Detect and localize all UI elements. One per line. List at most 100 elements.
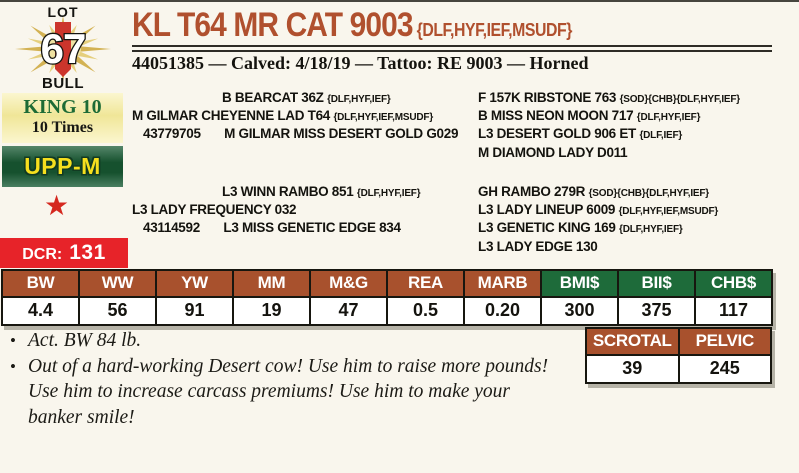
- epd-value: 47: [309, 296, 388, 326]
- animal-title: KL T64 MR CAT 9003 {DLF,HYF,IEF,MSUDF}: [132, 6, 572, 44]
- ancestor-tags: {DLF,HYF,IEF}: [327, 94, 391, 105]
- title-divider: [132, 45, 772, 52]
- sire-brand-subtitle: 10 Times: [31, 119, 94, 136]
- pedigree-dam-block: L3 WINN RAMBO 851 {DLF,HYF,IEF} L3 LADY …: [132, 184, 421, 237]
- sire-brand-badge: KING 10 10 Times: [2, 93, 123, 143]
- sire-brand-name: KING 10: [23, 96, 102, 118]
- pedigree-line: GH RAMBO 279R {SOD}{CHB}{DLF,HYF,IEF}: [478, 184, 718, 202]
- epd-col-header: BW: [1, 269, 80, 298]
- measurement-value: 39: [585, 354, 680, 384]
- epd-col-header: WW: [78, 269, 157, 298]
- note-item: • Out of a hard-working Desert cow! Use …: [6, 354, 566, 431]
- ancestor-name: M GILMAR MISS DESERT GOLD G029: [224, 126, 459, 142]
- sale-notes: • Act. BW 84 lb. • Out of a hard-working…: [6, 328, 566, 430]
- ancestor-tags: {DLF,IEF}: [639, 130, 683, 142]
- pedigree-line: 43114592 L3 MISS GENETIC EDGE 834: [132, 220, 420, 236]
- pedigree-line: L3 LADY LINEUP 6009 {DLF,HYF,IEF,MSUDF}: [478, 202, 718, 220]
- epd-col-header: BMI$: [540, 269, 619, 298]
- epd-col-header: MM: [232, 269, 311, 298]
- lot-badge: LOT 67 BULL: [8, 2, 118, 92]
- ancestor-name: L3 DESERT GOLD 906 ET: [478, 126, 636, 142]
- bullet-icon: •: [10, 331, 16, 350]
- ancestor-name: M DIAMOND LADY D011: [478, 144, 628, 160]
- epd-col-header: REA: [386, 269, 465, 298]
- pedigree-line: L3 LADY FREQUENCY 032: [132, 202, 420, 220]
- pedigree-line: M DIAMOND LADY D011: [478, 145, 740, 163]
- page-top-rule: [0, 0, 799, 2]
- epd-value: 300: [540, 296, 619, 326]
- ancestor-name: L3 MISS GENETIC EDGE 834: [223, 220, 401, 236]
- epd-value: 0.5: [386, 296, 465, 326]
- pedigree-line: B BEARCAT 36Z {DLF,HYF,IEF}: [132, 90, 458, 108]
- epd-col-header: MARB: [463, 269, 542, 298]
- measurement-value: 245: [677, 354, 772, 384]
- sire-reg-number: 43779705: [143, 126, 201, 142]
- ancestor-name: L3 LADY LINEUP 6009: [478, 202, 616, 218]
- pedigree-line: B MISS NEON MOON 717 {DLF,HYF,IEF}: [478, 108, 740, 126]
- dcr-label: DCR:: [22, 246, 63, 263]
- epd-value: 117: [694, 296, 773, 326]
- ancestor-tags: {SOD}{CHB}{DLF,HYF,IEF}: [588, 188, 710, 199]
- note-text: Out of a hard-working Desert cow! Use hi…: [28, 355, 549, 428]
- epd-col-header: M&G: [309, 269, 388, 298]
- pedigree-line: F 157K RIBSTONE 763 {SOD}{CHB}{DLF,HYF,I…: [478, 90, 740, 108]
- pedigree-sire-ancestors: F 157K RIBSTONE 763 {SOD}{CHB}{DLF,HYF,I…: [478, 90, 740, 163]
- ancestor-name: GH RAMBO 279R: [478, 184, 586, 199]
- ribbon-icon: [55, 22, 71, 77]
- pedigree-line: 43779705 M GILMAR MISS DESERT GOLD G029: [132, 126, 458, 142]
- pedigree-line: L3 DESERT GOLD 906 ET {DLF,IEF}: [478, 126, 740, 144]
- ancestor-name: L3 GENETIC KING 169: [478, 220, 616, 236]
- animal-name: KL T64 MR CAT 9003: [132, 6, 414, 44]
- ancestor-tags: {DLF,HYF,IEF}: [619, 224, 683, 236]
- bullet-icon: •: [10, 356, 16, 376]
- dam-name: L3 LADY FREQUENCY 032: [132, 202, 297, 218]
- epd-header-row: BW WW YW MM M&G REA MARB BMI$ BII$ CHB$: [1, 269, 773, 298]
- ancestor-tags: {DLF,HYF,IEF}: [356, 188, 421, 199]
- ancestor-name: L3 LADY EDGE 130: [478, 238, 598, 254]
- ancestor-name: F 157K RIBSTONE 763: [478, 90, 617, 105]
- ancestor-tags: {DLF,HYF,IEF,MSUDF}: [618, 206, 719, 218]
- pedigree-dam-ancestors: GH RAMBO 279R {SOD}{CHB}{DLF,HYF,IEF} L3…: [478, 184, 718, 257]
- epd-col-header: YW: [155, 269, 234, 298]
- registration-line: 44051385 — Calved: 4/18/19 — Tattoo: RE …: [132, 53, 589, 73]
- lot-label: LOT: [48, 4, 79, 20]
- measurement-col-header: PELVIC: [677, 327, 772, 356]
- epd-value: 56: [78, 296, 157, 326]
- ancestor-tags: {DLF,HYF,IEF}: [636, 112, 701, 124]
- epd-col-header: CHB$: [694, 269, 773, 298]
- dam-reg-number: 43114592: [143, 220, 200, 236]
- measurements-value-row: 39 245: [585, 354, 772, 384]
- note-text: Act. BW 84 lb.: [28, 330, 142, 351]
- sire-tags: {DLF,HYF,IEF,MSUDF}: [333, 112, 434, 124]
- epd-value: 4.4: [1, 296, 80, 326]
- upp-label: UPP-M: [24, 153, 101, 179]
- pedigree-line: L3 LADY EDGE 130: [478, 239, 718, 257]
- sire-name: M GILMAR CHEYENNE LAD T64: [132, 108, 331, 124]
- ancestor-tags: {SOD}{CHB}{DLF,HYF,IEF}: [619, 94, 741, 105]
- measurement-col-header: SCROTAL: [585, 327, 680, 356]
- epd-value-row: 4.4 56 91 19 47 0.5 0.20 300 375 117: [1, 296, 773, 326]
- epd-col-header: BII$: [617, 269, 696, 298]
- dcr-badge: DCR: 131: [0, 238, 128, 268]
- lot-number: 67: [41, 25, 86, 72]
- epd-value: 375: [617, 296, 696, 326]
- ancestor-name: B MISS NEON MOON 717: [478, 108, 634, 124]
- upp-badge: UPP-M: [2, 146, 123, 187]
- pedigree-line: M GILMAR CHEYENNE LAD T64 {DLF,HYF,IEF,M…: [132, 108, 458, 126]
- pedigree-line: L3 WINN RAMBO 851 {DLF,HYF,IEF}: [132, 184, 421, 202]
- epd-table: BW WW YW MM M&G REA MARB BMI$ BII$ CHB$ …: [1, 269, 773, 326]
- dcr-value: 131: [69, 241, 106, 264]
- animal-name-tags: {DLF,HYF,IEF,MSUDF}: [416, 20, 573, 40]
- lot-type: BULL: [42, 75, 84, 92]
- measurements-table: SCROTAL PELVIC 39 245: [585, 327, 772, 384]
- epd-value: 0.20: [463, 296, 542, 326]
- note-item: • Act. BW 84 lb.: [6, 328, 566, 354]
- epd-value: 91: [155, 296, 234, 326]
- ancestor-name: L3 WINN RAMBO 851: [222, 184, 354, 199]
- measurements-header-row: SCROTAL PELVIC: [585, 327, 772, 356]
- star-icon: ★: [44, 190, 70, 221]
- epd-value: 19: [232, 296, 311, 326]
- pedigree-sire-block: B BEARCAT 36Z {DLF,HYF,IEF} M GILMAR CHE…: [132, 90, 458, 143]
- starburst-icon: LOT 67 BULL: [15, 4, 111, 92]
